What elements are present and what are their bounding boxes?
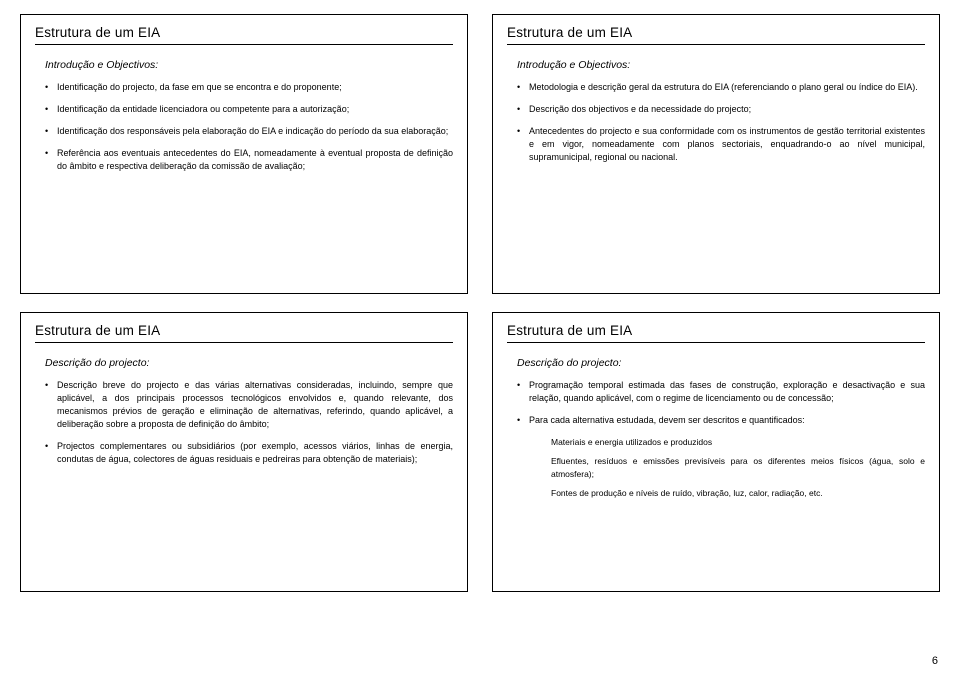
section-heading: Introdução e Objectivos: xyxy=(517,59,925,71)
title-rule xyxy=(507,342,925,343)
slide-title: Estrutura de um EIA xyxy=(35,25,453,40)
slide-desc-b: Estrutura de um EIA Descrição do project… xyxy=(492,312,940,592)
list-item: Identificação da entidade licenciadora o… xyxy=(57,103,453,116)
sub-item: Materiais e energia utilizados e produzi… xyxy=(551,436,925,448)
list-item: Para cada alternativa estudada, devem se… xyxy=(529,414,925,427)
list-item: Referência aos eventuais antecedentes do… xyxy=(57,147,453,173)
bullet-list: Metodologia e descrição geral da estrutu… xyxy=(507,81,925,164)
sub-list: Materiais e energia utilizados e produzi… xyxy=(507,436,925,499)
bullet-list: Identificação do projecto, da fase em qu… xyxy=(35,81,453,173)
sub-item: Efluentes, resíduos e emissões previsíve… xyxy=(551,455,925,480)
list-item: Identificação dos responsáveis pela elab… xyxy=(57,125,453,138)
slide-title: Estrutura de um EIA xyxy=(507,25,925,40)
list-item: Descrição breve do projecto e das várias… xyxy=(57,379,453,431)
list-item: Programação temporal estimada das fases … xyxy=(529,379,925,405)
sub-item: Fontes de produção e níveis de ruído, vi… xyxy=(551,487,925,499)
title-rule xyxy=(35,342,453,343)
list-item: Projectos complementares ou subsidiários… xyxy=(57,440,453,466)
title-rule xyxy=(507,44,925,45)
slide-title: Estrutura de um EIA xyxy=(507,323,925,338)
list-item: Identificação do projecto, da fase em qu… xyxy=(57,81,453,94)
slide-intro-a: Estrutura de um EIA Introdução e Objecti… xyxy=(20,14,468,294)
slide-intro-b: Estrutura de um EIA Introdução e Objecti… xyxy=(492,14,940,294)
slide-title: Estrutura de um EIA xyxy=(35,323,453,338)
list-item: Antecedentes do projecto e sua conformid… xyxy=(529,125,925,164)
section-heading: Descrição do projecto: xyxy=(517,357,925,369)
bullet-list: Descrição breve do projecto e das várias… xyxy=(35,379,453,466)
title-rule xyxy=(35,44,453,45)
slide-desc-a: Estrutura de um EIA Descrição do project… xyxy=(20,312,468,592)
section-heading: Descrição do projecto: xyxy=(45,357,453,369)
page-number: 6 xyxy=(932,655,938,667)
section-heading: Introdução e Objectivos: xyxy=(45,59,453,71)
list-item: Metodologia e descrição geral da estrutu… xyxy=(529,81,925,94)
list-item: Descrição dos objectivos e da necessidad… xyxy=(529,103,925,116)
bullet-list: Programação temporal estimada das fases … xyxy=(507,379,925,427)
